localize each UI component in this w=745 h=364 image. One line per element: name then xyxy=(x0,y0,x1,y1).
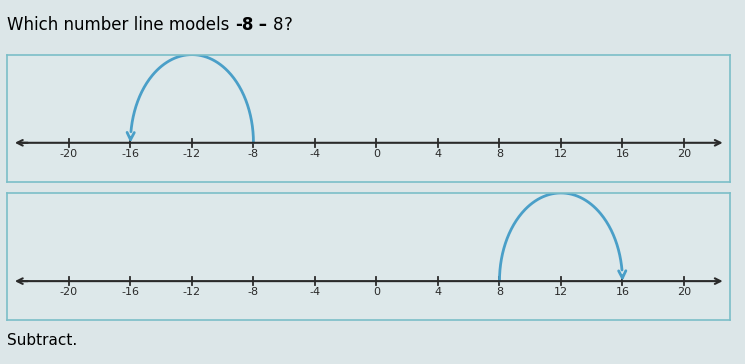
Text: Which number line models: Which number line models xyxy=(7,16,235,34)
Text: 8: 8 xyxy=(273,16,284,34)
Text: 20: 20 xyxy=(677,288,691,297)
Text: 4: 4 xyxy=(434,149,442,159)
Text: -8: -8 xyxy=(235,16,253,34)
Text: 0: 0 xyxy=(373,149,380,159)
Text: -4: -4 xyxy=(309,288,320,297)
Text: -8: -8 xyxy=(248,288,259,297)
Text: 8: 8 xyxy=(496,288,503,297)
Text: 12: 12 xyxy=(554,149,568,159)
Text: Subtract.: Subtract. xyxy=(7,333,77,348)
Text: 20: 20 xyxy=(677,149,691,159)
Text: 4: 4 xyxy=(434,288,442,297)
Text: –: – xyxy=(253,16,273,34)
Text: 0: 0 xyxy=(373,288,380,297)
Text: -4: -4 xyxy=(309,149,320,159)
Text: -16: -16 xyxy=(121,149,139,159)
Text: 16: 16 xyxy=(615,288,630,297)
Text: ?: ? xyxy=(284,16,293,34)
Text: -20: -20 xyxy=(60,149,78,159)
Text: -12: -12 xyxy=(183,149,201,159)
Text: 8: 8 xyxy=(496,149,503,159)
Text: 12: 12 xyxy=(554,288,568,297)
Text: -8: -8 xyxy=(248,149,259,159)
Text: 16: 16 xyxy=(615,149,630,159)
Text: -12: -12 xyxy=(183,288,201,297)
Text: -20: -20 xyxy=(60,288,78,297)
Text: -16: -16 xyxy=(121,288,139,297)
